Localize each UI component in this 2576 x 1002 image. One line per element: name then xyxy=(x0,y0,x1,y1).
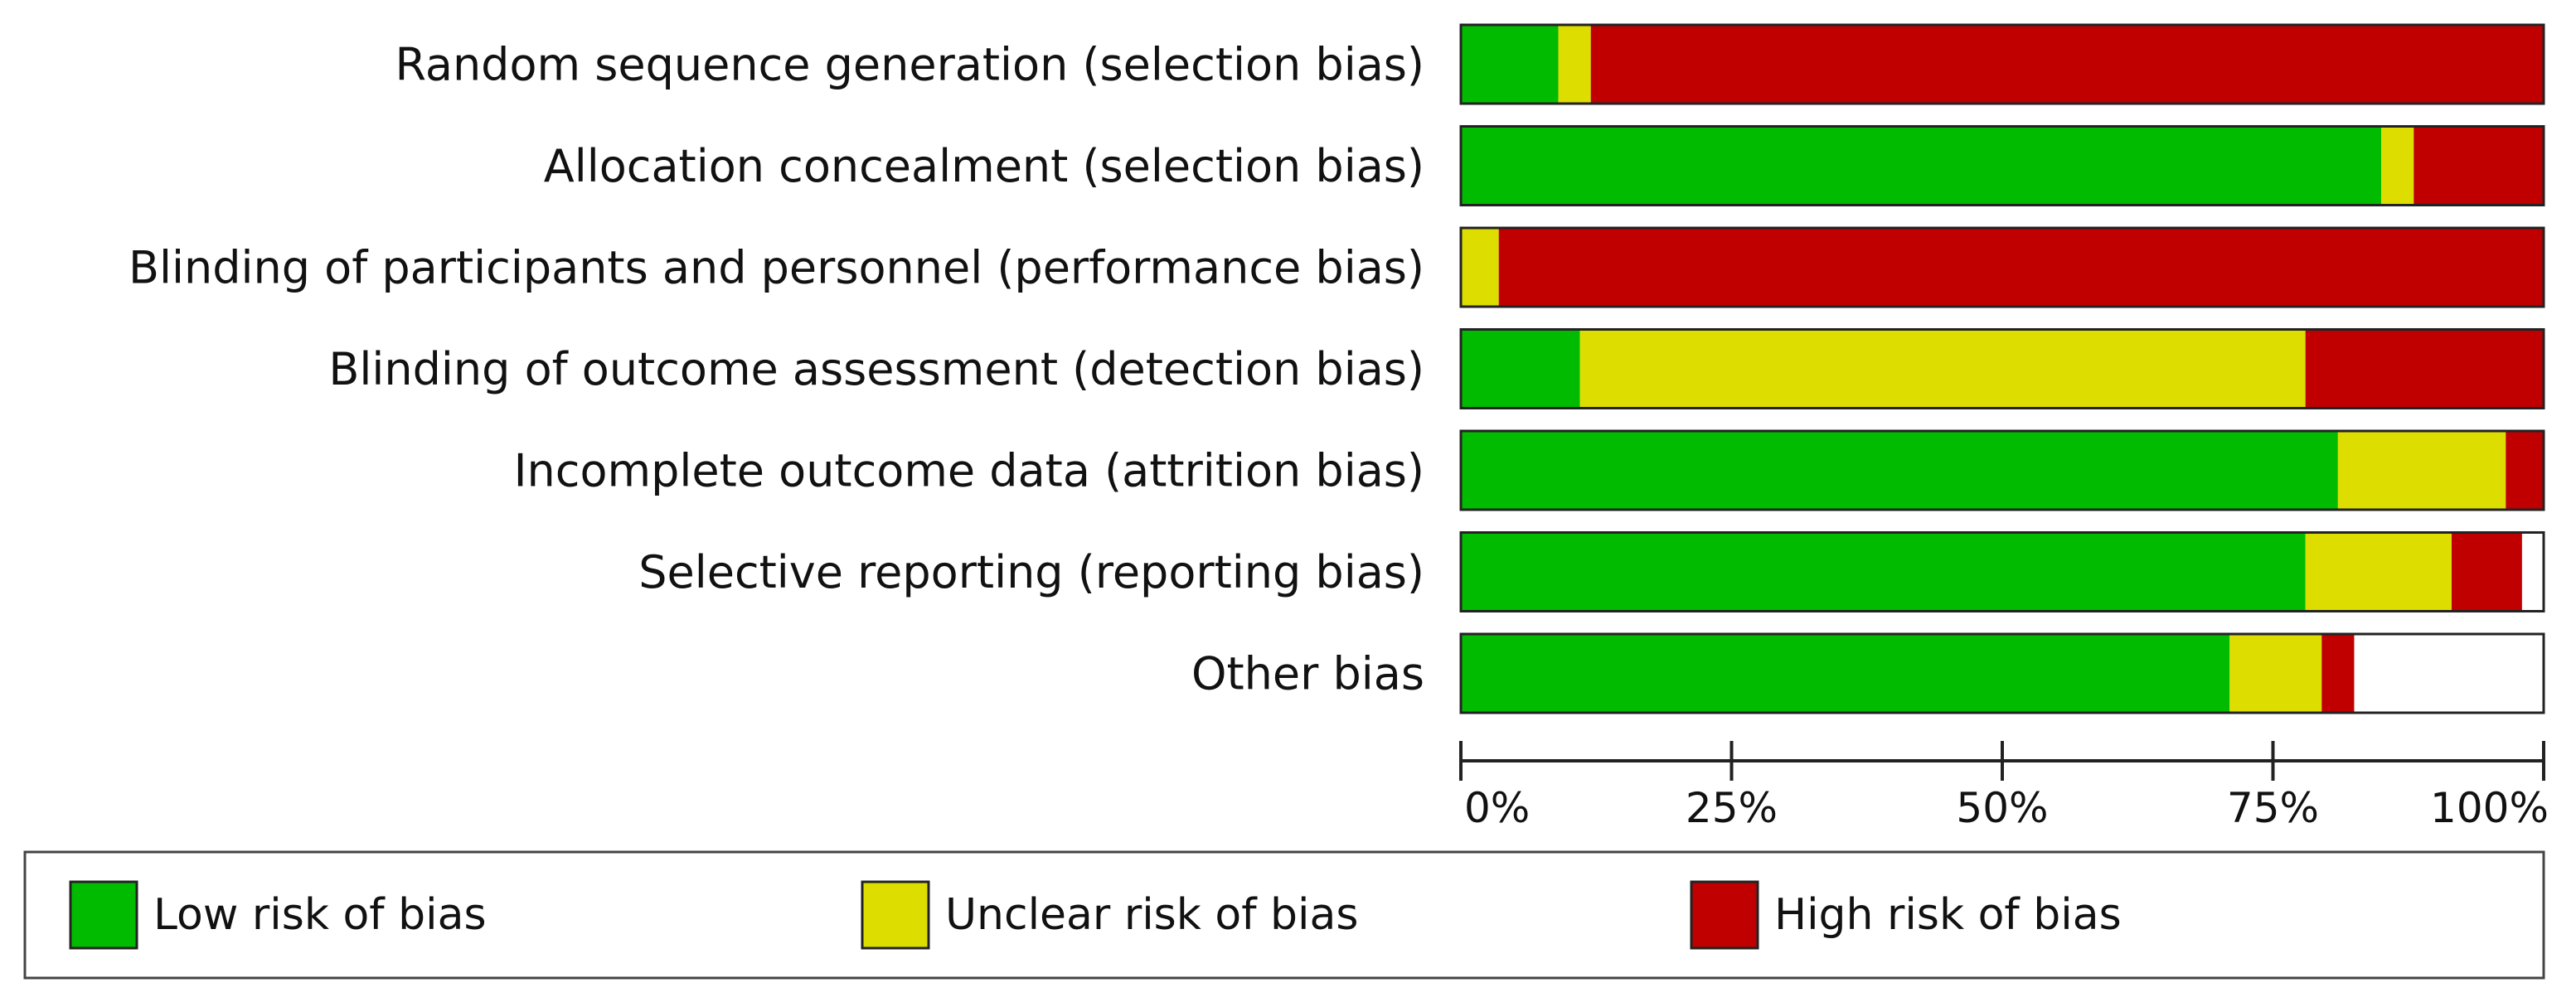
bar-segment xyxy=(1461,228,1499,307)
bar-segment xyxy=(2506,431,2544,510)
legend-label: Low risk of bias xyxy=(153,890,487,940)
bar-segment xyxy=(2381,126,2414,206)
category-label: Incomplete outcome data (attrition bias) xyxy=(514,445,1424,497)
bar-segment xyxy=(1461,634,2230,713)
bar-segment xyxy=(2337,431,2506,510)
legend-label: Unclear risk of bias xyxy=(945,890,1358,940)
bar-segment xyxy=(2451,532,2522,612)
category-label: Blinding of outcome assessment (detectio… xyxy=(328,343,1424,395)
bar-frame xyxy=(1459,226,2545,308)
bar-frame xyxy=(1459,429,2545,511)
bar-segment xyxy=(1590,25,2544,104)
bar-frame xyxy=(1459,125,2545,206)
x-tick-label: 0% xyxy=(1464,784,1530,832)
legend-label: High risk of bias xyxy=(1774,890,2122,940)
bar-frame xyxy=(1459,531,2545,612)
bar-segment xyxy=(1461,431,2338,510)
bar-segment xyxy=(2229,634,2322,713)
x-tick-label: 25% xyxy=(1686,784,1778,832)
bar-frame xyxy=(1459,328,2545,409)
bar-segment xyxy=(1498,228,2544,307)
x-tick-label: 75% xyxy=(2227,784,2319,832)
bar-segment xyxy=(1461,532,2306,612)
category-label: Blinding of participants and personnel (… xyxy=(129,242,1424,294)
bar-segment xyxy=(1461,126,2382,206)
legend-box xyxy=(23,850,2545,980)
bar-segment xyxy=(2305,329,2544,409)
bar-segment xyxy=(1461,329,1580,409)
bar-segment xyxy=(2413,126,2544,206)
bar-frame xyxy=(1459,23,2545,105)
bar-segment xyxy=(1558,25,1591,104)
x-tick-label: 100% xyxy=(2430,784,2549,832)
legend-swatch xyxy=(1690,880,1759,950)
legend-swatch xyxy=(861,880,930,950)
legend: Low risk of bias Unclear risk of bias High… xyxy=(23,850,2545,980)
bar-segment xyxy=(1461,25,1559,104)
bar-segment xyxy=(2305,532,2452,612)
category-label: Other bias xyxy=(1191,648,1424,700)
bar-segment xyxy=(2321,634,2355,713)
category-label: Allocation concealment (selection bias) xyxy=(544,140,1424,192)
x-tick-label: 50% xyxy=(1956,784,2048,832)
bar-frame xyxy=(1459,632,2545,714)
bars xyxy=(1459,23,2545,714)
x-axis: 0% 25% 50% 75% 100% xyxy=(1459,741,2549,832)
category-label: Selective reporting (reporting bias) xyxy=(638,546,1424,598)
category-labels: Random sequence generation (selection bi… xyxy=(129,39,1424,700)
bar-segment xyxy=(1579,329,2306,409)
legend-swatch xyxy=(69,880,138,950)
category-label: Random sequence generation (selection bi… xyxy=(395,39,1424,91)
